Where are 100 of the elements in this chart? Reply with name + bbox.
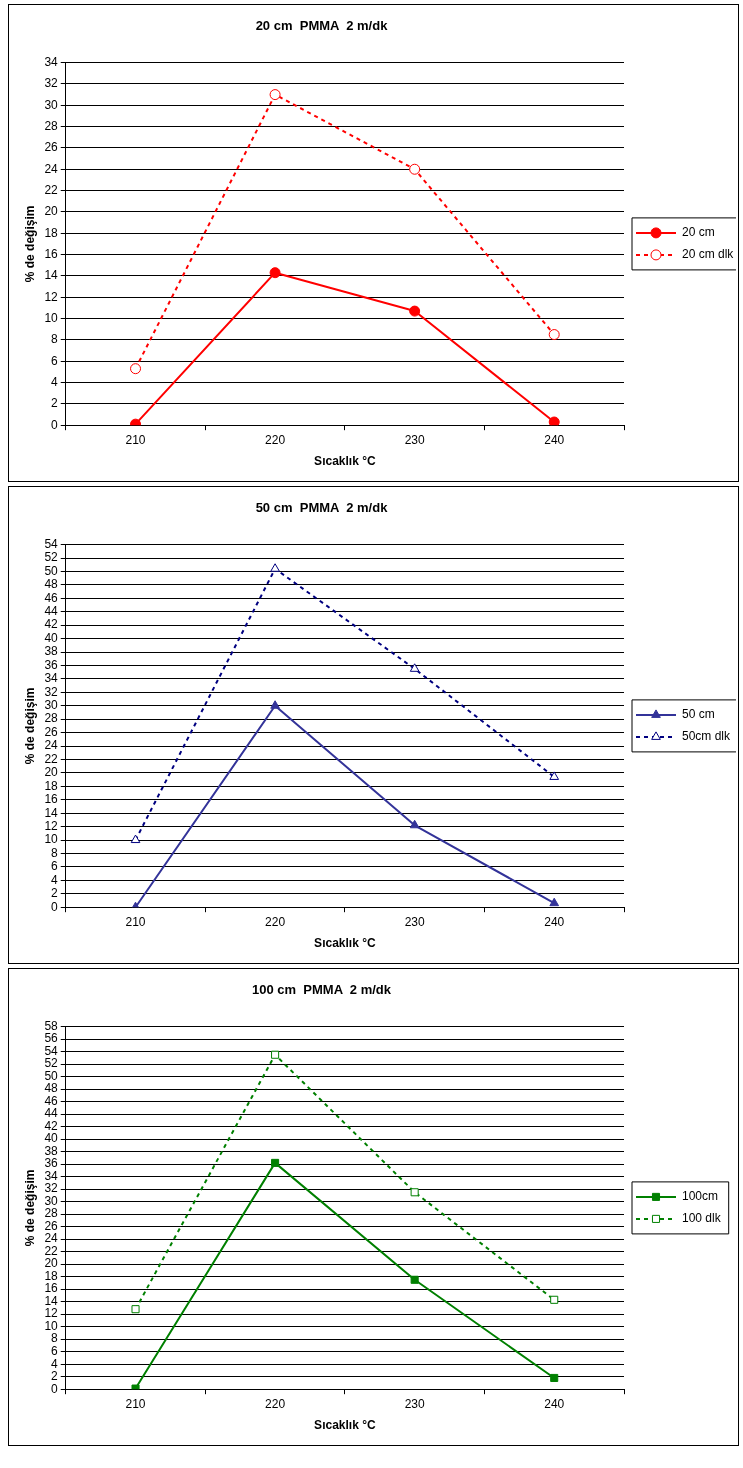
y-tick-label: 36 [44, 1156, 59, 1171]
x-tick-label: 240 [544, 914, 565, 929]
y-tick-label: 14 [44, 805, 59, 820]
y-tick-label: 38 [44, 1143, 59, 1158]
y-tick-label: 24 [44, 1231, 59, 1246]
y-tick-label: 4 [51, 872, 59, 887]
y-tick-label: 8 [51, 332, 59, 347]
y-tick-label: 24 [44, 161, 59, 176]
x-tick-label: 220 [265, 1396, 286, 1411]
y-tick-label: 54 [44, 1043, 59, 1058]
y-tick-label: 20 [44, 1256, 59, 1271]
point [270, 563, 280, 572]
point [271, 1158, 280, 1167]
point [409, 819, 420, 829]
y-tick-label: 24 [44, 738, 59, 753]
y-tick-label: 2 [51, 886, 59, 901]
y-tick-label: 22 [44, 182, 59, 197]
point [409, 663, 420, 672]
y-tick-label: 38 [44, 644, 59, 659]
y-tick-label: 42 [44, 617, 59, 632]
y-tick-label: 12 [44, 1306, 59, 1321]
y-axis-title: % de değişim [22, 687, 37, 765]
y-tick-label: 28 [44, 1206, 59, 1221]
point [549, 897, 560, 907]
y-tick-label: 56 [44, 1031, 59, 1046]
y-tick-label: 6 [51, 859, 59, 874]
point [409, 163, 421, 175]
point [548, 329, 560, 341]
y-tick-label: 28 [44, 711, 59, 726]
point [270, 700, 280, 709]
y-tick-label: 10 [44, 1319, 59, 1333]
point [549, 771, 560, 780]
point [550, 1373, 559, 1382]
y-tick-label: 14 [44, 1293, 59, 1308]
y-tick-label: 20 [44, 765, 59, 780]
y-axis-title: % de değişim [22, 205, 37, 283]
y-axis-title: % de değişim [22, 1169, 37, 1247]
y-tick-label: 0 [51, 1381, 59, 1396]
y-tick-label: 48 [44, 1081, 59, 1096]
y-tick-label: 46 [44, 1093, 59, 1108]
y-tick-label: 34 [44, 671, 59, 686]
x-tick-label: 210 [125, 1396, 146, 1411]
y-tick-label: 40 [44, 1131, 59, 1146]
y-tick-label: 6 [51, 1344, 59, 1358]
y-tick-label: 4 [51, 1356, 59, 1371]
point [130, 363, 142, 375]
point [550, 1295, 559, 1304]
y-tick-label: 12 [44, 818, 59, 833]
point [410, 1188, 419, 1197]
y-tick-label: 6 [51, 353, 59, 368]
point [269, 267, 281, 279]
point [131, 1305, 140, 1314]
legend-label: 20 cm dlk [682, 247, 735, 262]
y-tick-label: 28 [44, 118, 59, 133]
y-tick-label: 34 [44, 54, 59, 69]
y-tick-label: 44 [44, 1106, 59, 1121]
y-tick-label: 36 [44, 657, 59, 672]
y-tick-label: 34 [44, 1168, 59, 1183]
x-tick-label: 210 [125, 914, 146, 929]
y-tick-label: 58 [44, 1018, 59, 1033]
y-tick-label: 2 [51, 1369, 59, 1384]
point [271, 1050, 280, 1059]
y-tick-label: 46 [44, 590, 59, 605]
x-tick-label: 230 [404, 914, 425, 929]
x-tick-label: 230 [404, 1396, 425, 1411]
y-tick-label: 4 [51, 374, 59, 389]
y-tick-label: 14 [44, 268, 59, 283]
y-tick-label: 26 [44, 1218, 59, 1233]
y-tick-label: 26 [44, 140, 59, 155]
y-tick-label: 16 [44, 1281, 59, 1296]
y-tick-label: 30 [44, 698, 59, 713]
y-tick-label: 32 [44, 684, 59, 699]
y-tick-label: 32 [44, 76, 59, 91]
x-axis-title: Sıcaklık °C [314, 454, 376, 469]
y-tick-label: 12 [44, 289, 59, 304]
y-tick-label: 44 [44, 604, 59, 619]
y-tick-label: 22 [44, 751, 59, 766]
point [548, 416, 560, 426]
y-tick-label: 0 [51, 417, 59, 432]
x-tick-label: 230 [404, 432, 425, 447]
x-tick-label: 210 [125, 432, 146, 447]
y-tick-label: 52 [44, 550, 59, 565]
point [409, 305, 421, 317]
y-tick-label: 16 [44, 246, 59, 261]
x-tick-label: 240 [544, 432, 565, 447]
y-tick-label: 32 [44, 1181, 59, 1196]
y-tick-label: 8 [51, 1331, 59, 1346]
y-tick-label: 10 [44, 310, 59, 325]
y-tick-label: 10 [44, 832, 59, 847]
point [269, 89, 281, 101]
y-tick-label: 2 [51, 396, 59, 411]
legend-label: 20 cm [682, 225, 715, 240]
y-tick-label: 54 [44, 536, 59, 551]
legend-label: 50cm dlk [682, 729, 732, 744]
y-tick-label: 42 [44, 1118, 59, 1133]
y-tick-label: 18 [44, 778, 59, 793]
y-tick-label: 30 [44, 97, 59, 112]
y-tick-label: 18 [44, 225, 59, 240]
y-tick-label: 8 [51, 845, 59, 860]
y-tick-label: 52 [44, 1056, 59, 1071]
